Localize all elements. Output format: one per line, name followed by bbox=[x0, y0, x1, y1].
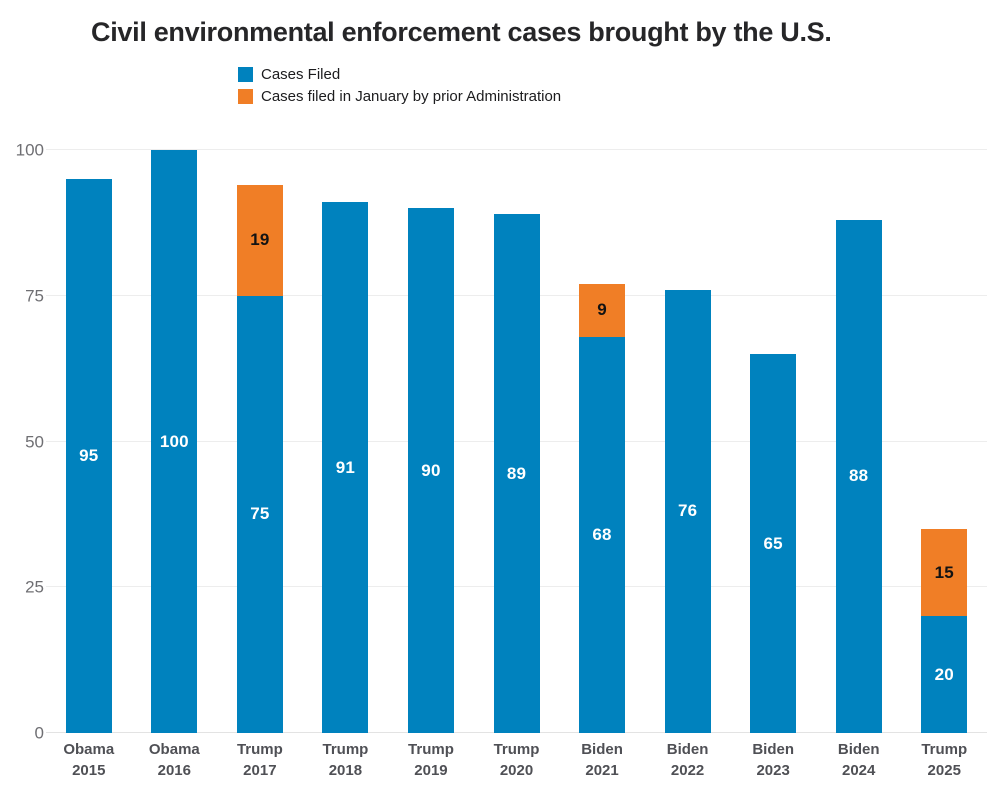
x-label-trump-2019: Trump 2019 bbox=[388, 739, 474, 781]
bar-value-label: 88 bbox=[849, 466, 869, 486]
bar-segment-cases-filed-biden-2024: 88 bbox=[835, 219, 882, 733]
bar-segment-january-prior-biden-2021: 9 bbox=[579, 284, 626, 337]
bar-segment-cases-filed-trump-2017: 75 bbox=[236, 295, 283, 733]
x-axis: Obama 2015 Obama 2016 Trump 2017 Trump 2018 Trum… bbox=[46, 739, 987, 781]
x-label-year: 2016 bbox=[157, 762, 191, 779]
x-label-name: Trump bbox=[322, 741, 369, 758]
bar-value-label: 20 bbox=[934, 664, 954, 684]
x-label-name: Trump bbox=[236, 741, 283, 758]
legend: Cases Filed Cases filed in January by pr… bbox=[238, 63, 561, 107]
bar-group-biden-2024: 88 bbox=[816, 150, 902, 733]
chart-title: Civil environmental enforcement cases br… bbox=[91, 17, 832, 47]
bar-segment-cases-filed-trump-2019: 90 bbox=[407, 208, 454, 733]
bar-value-label: 89 bbox=[506, 463, 527, 483]
x-label-year: 2022 bbox=[670, 762, 705, 779]
legend-item-january-prior-admin: Cases filed in January by prior Administ… bbox=[238, 85, 561, 107]
bar-segment-cases-filed-biden-2022: 76 bbox=[664, 289, 711, 733]
legend-swatch-january-prior-admin-icon bbox=[238, 88, 253, 104]
bar-value-label: 68 bbox=[592, 524, 612, 544]
x-label-name: Biden bbox=[837, 741, 880, 758]
bar-segment-cases-filed-trump-2020: 89 bbox=[493, 214, 540, 733]
bar-value-label: 65 bbox=[763, 533, 783, 553]
x-label-obama-2015: Obama 2015 bbox=[46, 739, 132, 781]
bar-value-label: 15 bbox=[934, 562, 954, 582]
bar-group-biden-2023: 65 bbox=[730, 150, 816, 733]
bar-value-label: 19 bbox=[250, 230, 270, 250]
y-tick-label-50: 50 bbox=[25, 432, 44, 451]
x-label-biden-2021: Biden 2021 bbox=[559, 739, 645, 781]
x-label-biden-2023: Biden 2023 bbox=[730, 739, 816, 781]
legend-item-cases-filed: Cases Filed bbox=[238, 63, 561, 85]
x-label-year: 2015 bbox=[72, 762, 106, 779]
bar-segment-cases-filed-trump-2018: 91 bbox=[322, 202, 369, 733]
bars-layer: 95 100 19 75 91 90 89 9 68 76 65 88 15 20 bbox=[46, 150, 987, 733]
bar-segment-cases-filed-biden-2021: 68 bbox=[579, 336, 626, 733]
x-label-year: 2021 bbox=[585, 762, 619, 779]
bar-segment-january-prior-trump-2025: 15 bbox=[921, 528, 968, 617]
bar-value-label: 90 bbox=[421, 460, 441, 480]
x-label-trump-2025: Trump 2025 bbox=[901, 739, 987, 781]
bar-value-label: 91 bbox=[335, 457, 356, 477]
bar-segment-cases-filed-obama-2015: 95 bbox=[65, 179, 112, 733]
x-label-biden-2024: Biden 2024 bbox=[816, 739, 902, 781]
x-label-year: 2017 bbox=[243, 762, 277, 779]
bar-group-trump-2019: 90 bbox=[388, 150, 474, 733]
bar-segment-january-prior-trump-2017: 19 bbox=[236, 184, 283, 296]
y-axis: 0 25 50 75 100 bbox=[0, 142, 44, 742]
bar-value-label: 95 bbox=[79, 446, 99, 466]
x-label-obama-2016: Obama 2016 bbox=[132, 739, 218, 781]
bar-segment-cases-filed-trump-2025: 20 bbox=[921, 616, 968, 733]
bar-value-label: 75 bbox=[250, 504, 270, 524]
x-label-year: 2025 bbox=[927, 762, 961, 779]
bar-group-obama-2016: 100 bbox=[132, 150, 218, 733]
x-label-trump-2017: Trump 2017 bbox=[217, 739, 303, 781]
legend-swatch-cases-filed-icon bbox=[238, 66, 253, 82]
gridline-100 bbox=[46, 149, 987, 150]
bar-value-label: 76 bbox=[677, 501, 698, 521]
x-label-trump-2018: Trump 2018 bbox=[303, 739, 389, 781]
bar-group-obama-2015: 95 bbox=[46, 150, 132, 733]
x-label-biden-2022: Biden 2022 bbox=[645, 739, 731, 781]
bar-value-label: 100 bbox=[159, 431, 189, 451]
bar-segment-cases-filed-obama-2016: 100 bbox=[151, 150, 198, 733]
x-label-trump-2020: Trump 2020 bbox=[474, 739, 560, 781]
bar-value-label: 9 bbox=[597, 300, 607, 320]
x-label-name: Obama bbox=[148, 741, 200, 758]
y-tick-label-100: 100 bbox=[15, 140, 44, 160]
x-label-name: Obama bbox=[63, 741, 115, 758]
plot-area: 95 100 19 75 91 90 89 9 68 76 65 88 15 20 bbox=[46, 149, 987, 733]
x-label-year: 2024 bbox=[842, 762, 876, 779]
x-label-name: Trump bbox=[921, 741, 968, 758]
bar-group-trump-2018: 91 bbox=[303, 150, 389, 733]
x-label-year: 2023 bbox=[756, 762, 790, 779]
x-label-name: Biden bbox=[666, 741, 709, 758]
bar-group-trump-2025: 15 20 bbox=[901, 150, 987, 733]
legend-label-cases-filed: Cases Filed bbox=[261, 65, 341, 83]
bar-group-biden-2021: 9 68 bbox=[559, 150, 645, 733]
y-tick-label-0: 0 bbox=[34, 723, 44, 743]
legend-label-january-prior-admin: Cases filed in January by prior Administ… bbox=[261, 87, 562, 105]
x-label-name: Trump bbox=[408, 741, 454, 758]
x-label-year: 2018 bbox=[328, 762, 363, 779]
x-label-name: Biden bbox=[752, 741, 794, 758]
bar-group-biden-2022: 76 bbox=[645, 150, 731, 733]
bar-segment-cases-filed-biden-2023: 65 bbox=[750, 354, 797, 733]
x-label-year: 2020 bbox=[499, 762, 534, 779]
y-tick-label-75: 75 bbox=[25, 286, 44, 306]
bar-group-trump-2020: 89 bbox=[474, 150, 560, 733]
bar-group-trump-2017: 19 75 bbox=[217, 150, 303, 733]
x-label-year: 2019 bbox=[414, 762, 448, 779]
x-label-name: Biden bbox=[581, 741, 623, 758]
x-label-name: Trump bbox=[493, 741, 540, 758]
y-tick-label-25: 25 bbox=[25, 577, 44, 597]
